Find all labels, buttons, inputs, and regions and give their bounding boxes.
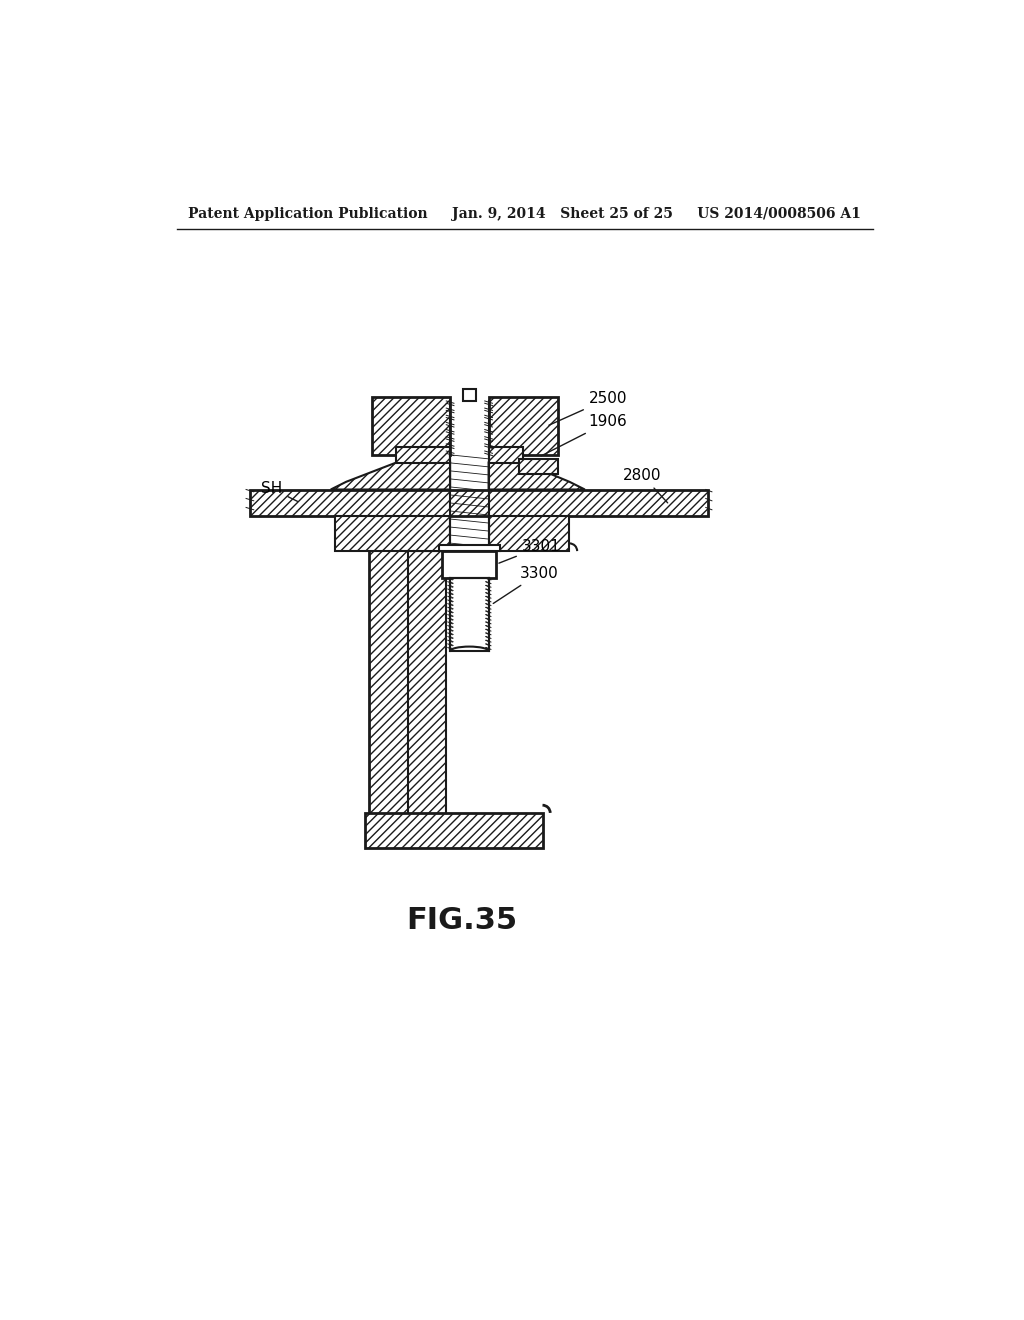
Text: 3300: 3300 xyxy=(494,566,558,603)
Bar xyxy=(370,516,408,829)
Bar xyxy=(372,397,451,455)
Bar xyxy=(408,552,446,829)
Bar xyxy=(396,447,451,462)
Bar xyxy=(488,516,569,552)
Text: Patent Application Publication     Jan. 9, 2014   Sheet 25 of 25     US 2014/000: Patent Application Publication Jan. 9, 2… xyxy=(188,207,861,220)
Bar xyxy=(438,545,500,552)
Bar xyxy=(488,397,558,455)
Bar xyxy=(519,459,558,474)
Bar xyxy=(488,447,523,462)
Text: FIG.35: FIG.35 xyxy=(407,907,517,935)
Polygon shape xyxy=(331,462,451,490)
Text: 3301: 3301 xyxy=(499,539,560,564)
Bar xyxy=(442,552,497,578)
Bar xyxy=(250,490,708,516)
Text: SH: SH xyxy=(261,482,297,502)
Bar xyxy=(463,389,475,401)
Bar xyxy=(451,578,488,651)
Text: 2800: 2800 xyxy=(624,469,668,503)
Polygon shape xyxy=(488,462,585,490)
Text: 2500: 2500 xyxy=(549,391,628,425)
Text: 1906: 1906 xyxy=(541,414,628,455)
Bar xyxy=(366,813,543,847)
Bar xyxy=(335,516,451,552)
